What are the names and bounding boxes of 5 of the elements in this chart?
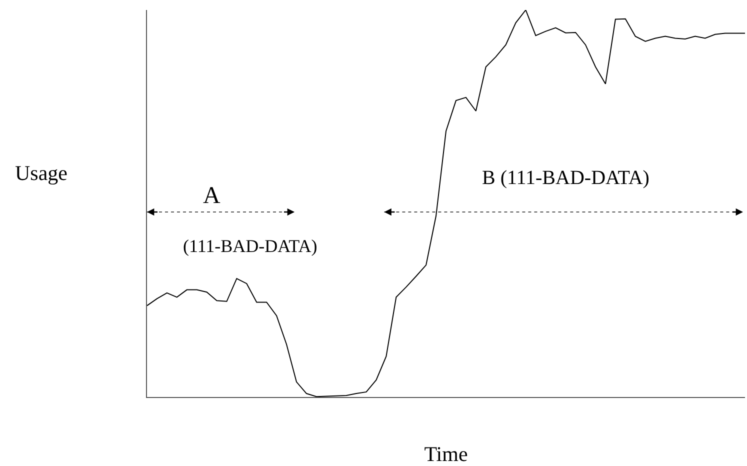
- annotation: A: [203, 183, 221, 209]
- annotation: B (111-BAD-DATA): [482, 167, 650, 189]
- x-axis-title: Time: [424, 442, 468, 466]
- annotation: (111-BAD-DATA): [183, 236, 318, 256]
- y-axis-title: Usage: [15, 161, 68, 185]
